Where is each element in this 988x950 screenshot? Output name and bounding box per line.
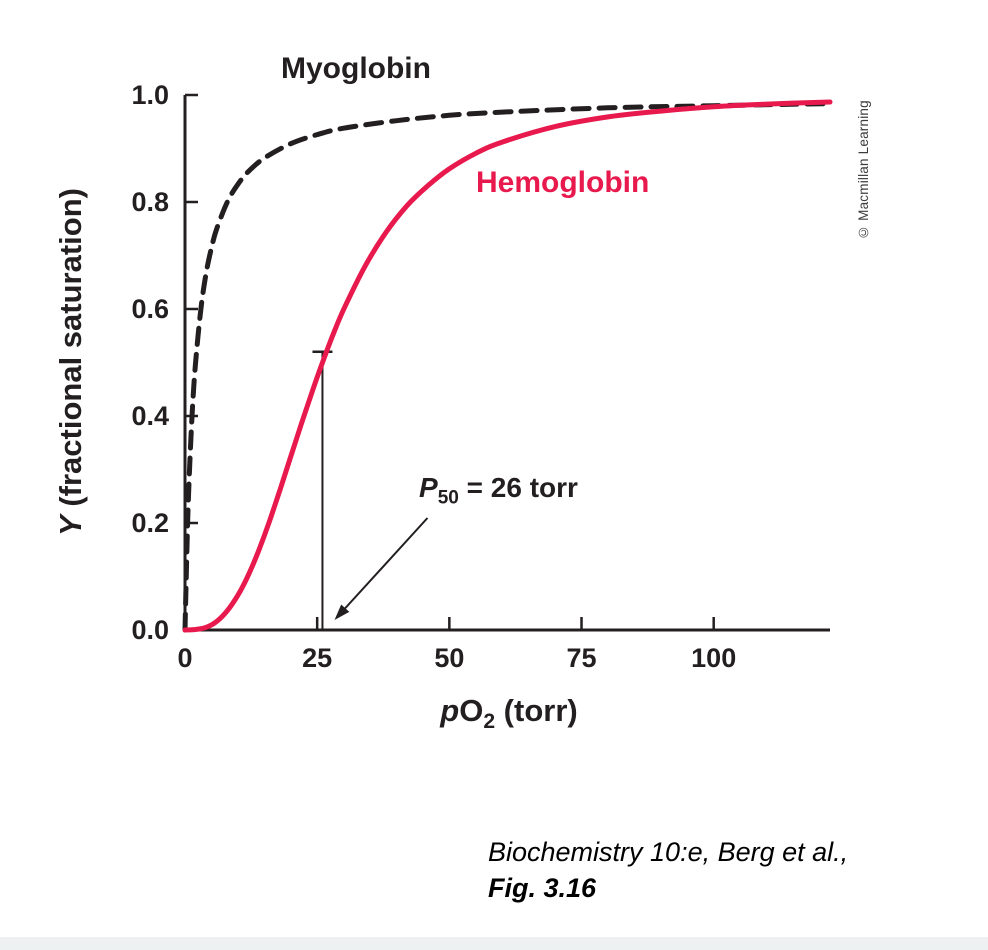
hemoglobin-curve: [182, 99, 833, 633]
citation-figure-number: Fig. 3.16: [488, 873, 597, 903]
copyright-watermark: © Macmillan Learning: [856, 100, 871, 240]
y-axis-title-rest: (fractional saturation): [53, 188, 88, 516]
myoglobin-curve: [182, 101, 833, 633]
y-axis-symbol: Y: [53, 515, 88, 536]
x-tick-label: 0: [177, 643, 192, 673]
p50-arrow-line: [341, 517, 429, 612]
x-tick-label: 25: [302, 643, 332, 673]
y-tick-label: 0.2: [131, 508, 169, 538]
x-axis-o: O: [459, 693, 484, 728]
x-axis-title: pO2 (torr): [440, 693, 578, 732]
y-tick-label: 0.6: [131, 294, 169, 324]
citation-source: Biochemistry 10:e, Berg et al.,: [488, 837, 849, 867]
p50-annotation: P50 = 26 torr: [419, 472, 578, 508]
citation: Biochemistry 10:e, Berg et al., Fig. 3.1…: [488, 834, 848, 906]
y-tick-label: 1.0: [131, 80, 169, 110]
myoglobin-curve-label: Myoglobin: [281, 52, 431, 85]
bottom-strip: [0, 937, 988, 950]
x-tick-label: 100: [691, 643, 736, 673]
x-tick-label: 75: [566, 643, 596, 673]
y-tick-label: 0.4: [131, 401, 169, 431]
y-tick-label: 0.8: [131, 187, 169, 217]
p50-arrowhead: [334, 604, 350, 620]
x-axis-title-rest: (torr): [495, 693, 578, 728]
p50-symbol: P: [419, 472, 438, 503]
x-axis-subscript: 2: [483, 710, 496, 734]
y-axis-title: Y (fractional saturation): [53, 188, 89, 536]
hemoglobin-curve-label: Hemoglobin: [476, 166, 650, 199]
p50-subscript: 50: [437, 487, 459, 509]
y-tick-label: 0.0: [131, 615, 169, 645]
x-tick-label: 50: [434, 643, 464, 673]
x-axis-symbol: p: [440, 693, 460, 728]
p50-value: = 26 torr: [458, 472, 578, 503]
